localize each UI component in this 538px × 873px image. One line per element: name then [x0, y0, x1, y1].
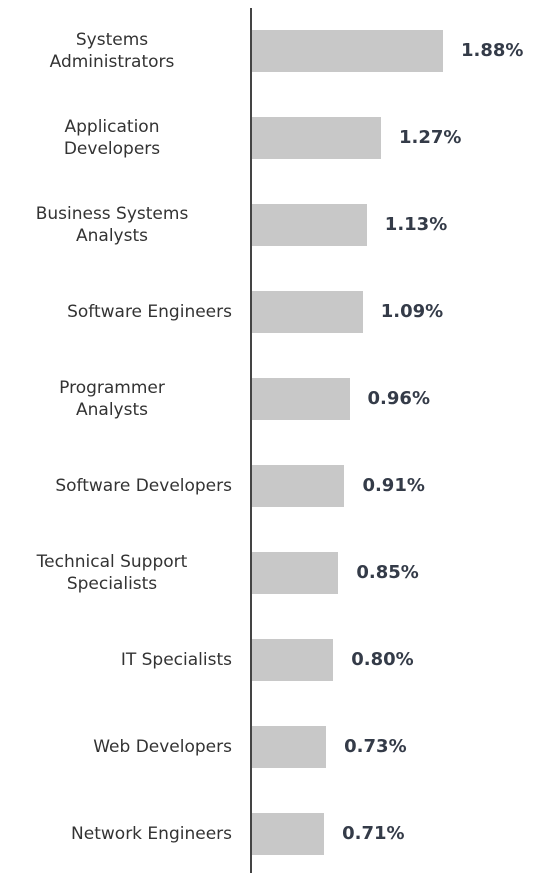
value-label: 0.91%	[362, 475, 425, 496]
value-label: 1.13%	[384, 214, 448, 235]
bar	[252, 30, 443, 72]
value-label: 1.09%	[380, 301, 444, 322]
bar	[252, 639, 334, 681]
bar	[252, 813, 325, 855]
category-label: Application Developers	[63, 117, 161, 159]
bar	[252, 465, 345, 507]
value-label: 1.88%	[461, 40, 524, 61]
axis-line	[250, 8, 252, 873]
category-label: Programmer Analysts	[59, 378, 165, 420]
category-label: IT Specialists	[120, 650, 232, 670]
value-label: 0.73%	[344, 736, 407, 757]
category-label: Network Engineers	[71, 824, 232, 844]
category-label: Systems Administrators	[49, 30, 175, 72]
bar	[252, 117, 382, 159]
category-label: Software Developers	[55, 476, 232, 496]
value-label: 0.71%	[342, 823, 405, 844]
bar	[252, 204, 367, 246]
value-label: 0.96%	[367, 388, 430, 409]
bar	[252, 726, 327, 768]
category-label: Software Engineers	[67, 302, 232, 322]
bar	[252, 378, 350, 420]
value-label: 1.27%	[399, 127, 462, 148]
category-label: Technical Support Specialists	[36, 552, 188, 594]
value-label: 0.85%	[356, 562, 419, 583]
category-label: Business Systems Analysts	[35, 204, 189, 246]
bar	[252, 291, 363, 333]
bar	[252, 552, 339, 594]
value-label: 0.80%	[351, 649, 414, 670]
category-label: Web Developers	[93, 737, 232, 757]
